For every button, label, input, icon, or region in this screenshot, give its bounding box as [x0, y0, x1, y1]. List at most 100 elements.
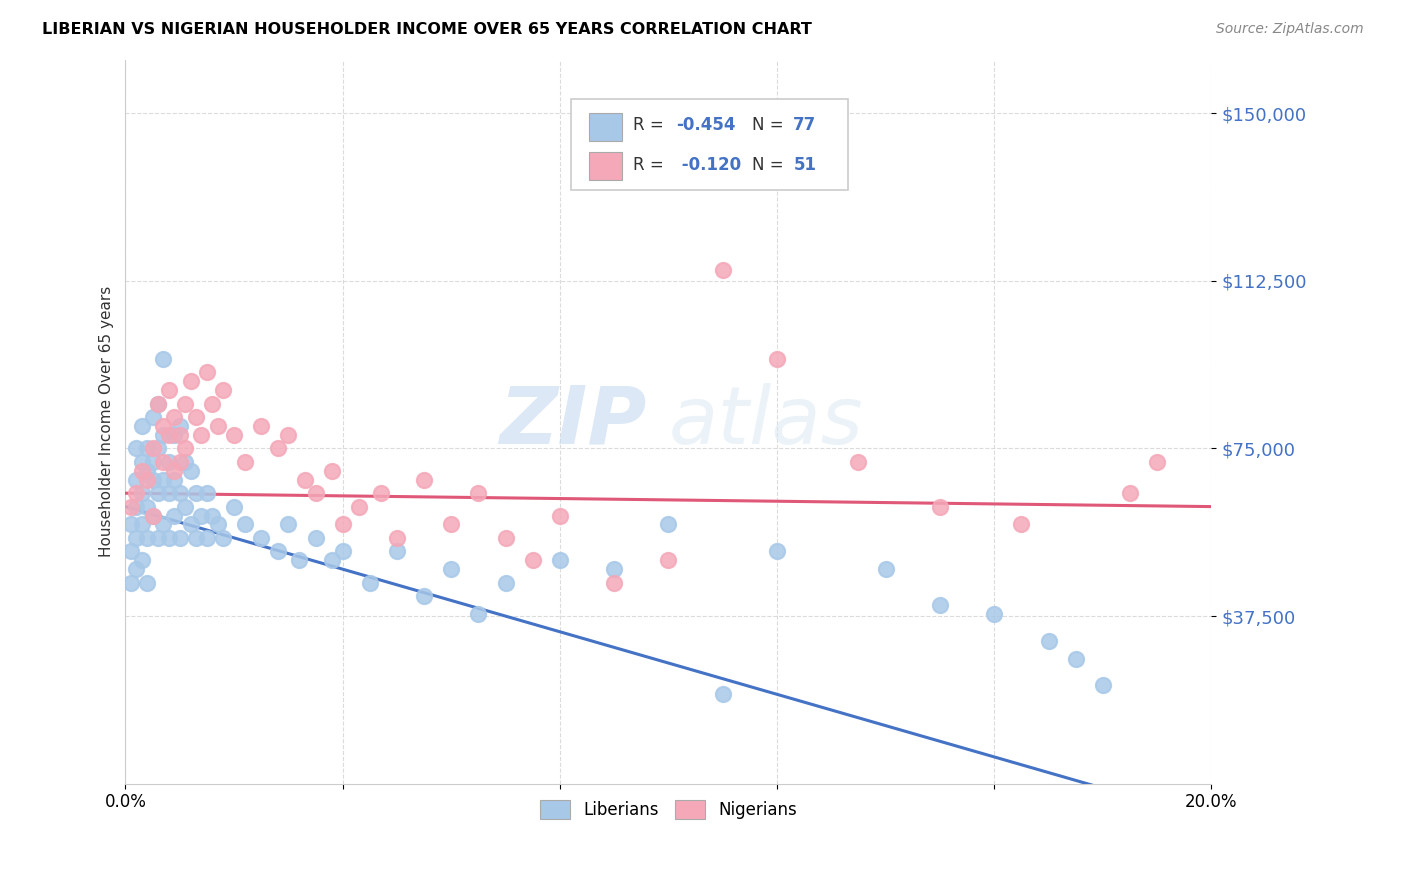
Text: 77: 77 [793, 116, 817, 134]
Point [195, 366, 218, 380]
Legend: Liberians, Nigerians: Liberians, Nigerians [533, 794, 804, 826]
Point [169, 419, 191, 434]
Point [440, 517, 463, 532]
Point [146, 486, 169, 500]
Point [440, 562, 463, 576]
Point [385, 531, 408, 545]
Point [766, 544, 789, 558]
Point [146, 531, 169, 545]
Point [120, 500, 142, 514]
Point [157, 384, 180, 398]
Point [157, 531, 180, 545]
FancyBboxPatch shape [589, 153, 621, 179]
Point [136, 442, 159, 456]
Point [131, 419, 153, 434]
Point [125, 442, 148, 456]
Point [603, 575, 626, 590]
Point [983, 607, 1005, 621]
Point [157, 428, 180, 442]
Point [385, 544, 408, 558]
Text: Source: ZipAtlas.com: Source: ZipAtlas.com [1216, 22, 1364, 37]
Point [142, 455, 165, 469]
Point [212, 384, 235, 398]
Y-axis label: Householder Income Over 65 years: Householder Income Over 65 years [100, 286, 114, 558]
Point [146, 397, 169, 411]
Point [929, 500, 952, 514]
Point [195, 486, 218, 500]
Text: 51: 51 [793, 156, 817, 174]
Point [190, 508, 212, 523]
Text: LIBERIAN VS NIGERIAN HOUSEHOLDER INCOME OVER 65 YEARS CORRELATION CHART: LIBERIAN VS NIGERIAN HOUSEHOLDER INCOME … [42, 22, 813, 37]
Point [120, 517, 142, 532]
Point [875, 562, 897, 576]
Point [157, 455, 180, 469]
Point [304, 486, 326, 500]
Point [347, 500, 370, 514]
Point [522, 553, 544, 567]
Text: -0.120: -0.120 [676, 156, 741, 174]
Point [163, 428, 186, 442]
Point [1146, 455, 1168, 469]
Point [359, 575, 381, 590]
Text: ZIP: ZIP [499, 383, 647, 460]
Point [142, 508, 165, 523]
Point [174, 455, 197, 469]
Text: N =: N = [752, 116, 789, 134]
Point [250, 419, 273, 434]
Point [125, 531, 148, 545]
Text: R =: R = [633, 156, 669, 174]
Point [136, 531, 159, 545]
Point [131, 464, 153, 478]
Point [184, 410, 207, 425]
Point [152, 419, 174, 434]
Point [136, 500, 159, 514]
Point [332, 517, 354, 532]
Point [125, 562, 148, 576]
Point [120, 575, 142, 590]
Point [370, 486, 392, 500]
Point [131, 486, 153, 500]
Point [548, 553, 571, 567]
Point [169, 428, 191, 442]
Point [495, 531, 517, 545]
Point [222, 428, 245, 442]
Point [125, 473, 148, 487]
Point [657, 517, 679, 532]
Text: atlas: atlas [668, 383, 863, 460]
Text: N =: N = [752, 156, 789, 174]
Point [495, 575, 517, 590]
Point [1119, 486, 1142, 500]
Point [152, 473, 174, 487]
Point [467, 486, 489, 500]
Point [207, 517, 229, 532]
Point [131, 517, 153, 532]
Point [1064, 651, 1087, 665]
Point [169, 531, 191, 545]
Point [222, 500, 245, 514]
FancyBboxPatch shape [589, 113, 621, 141]
Point [413, 589, 436, 603]
Point [207, 419, 229, 434]
Text: R =: R = [633, 116, 669, 134]
Point [180, 464, 202, 478]
Point [413, 473, 436, 487]
Point [212, 531, 235, 545]
Point [146, 397, 169, 411]
Point [142, 473, 165, 487]
Point [657, 553, 679, 567]
Point [125, 486, 148, 500]
Point [332, 544, 354, 558]
Point [288, 553, 311, 567]
Point [120, 544, 142, 558]
Point [163, 473, 186, 487]
Point [152, 428, 174, 442]
Point [174, 442, 197, 456]
Point [142, 508, 165, 523]
Point [163, 410, 186, 425]
Point [277, 428, 299, 442]
Point [142, 410, 165, 425]
Point [184, 531, 207, 545]
Text: -0.454: -0.454 [676, 116, 735, 134]
Point [169, 455, 191, 469]
Point [277, 517, 299, 532]
